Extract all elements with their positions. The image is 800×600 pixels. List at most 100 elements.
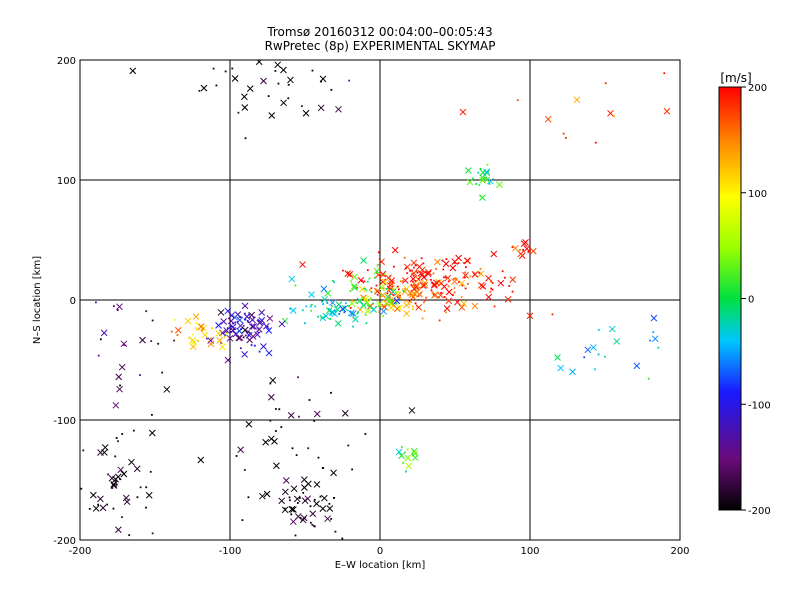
data-point-dot	[443, 296, 446, 298]
data-point-dot	[479, 268, 482, 270]
data-point-cross	[351, 284, 358, 292]
data-point-dot	[366, 269, 369, 272]
data-point-cross	[608, 325, 616, 333]
data-point-dot	[423, 309, 426, 312]
data-point-dot	[331, 305, 333, 307]
data-point-cross	[114, 473, 122, 481]
data-point-dot	[401, 280, 404, 282]
data-point-cross	[357, 276, 365, 284]
data-point-dot	[466, 282, 469, 285]
data-point-cross	[431, 291, 439, 299]
data-point-cross	[415, 304, 423, 311]
data-point-dot	[301, 105, 303, 108]
data-point-dot	[443, 276, 445, 279]
data-point-dot	[402, 462, 405, 464]
data-point-dot	[597, 328, 600, 331]
data-point-cross	[300, 484, 308, 491]
data-point-cross	[401, 277, 409, 284]
data-point-dot	[508, 285, 511, 287]
data-point-cross	[227, 317, 235, 325]
data-point-cross	[260, 77, 267, 85]
data-point-cross	[282, 477, 290, 484]
data-point-dot	[310, 303, 313, 306]
data-point-cross	[313, 481, 321, 488]
data-point-cross	[463, 257, 471, 265]
data-point-dot	[326, 301, 329, 304]
data-point-cross	[362, 295, 370, 303]
data-point-dot	[288, 496, 291, 499]
data-point-cross	[290, 506, 297, 513]
data-point-cross	[241, 326, 249, 334]
data-point-dot	[370, 297, 372, 299]
data-point-cross	[330, 469, 337, 477]
data-point-dot	[322, 467, 325, 469]
data-point-cross	[329, 299, 336, 307]
data-point-cross	[237, 446, 245, 454]
data-point-cross	[379, 291, 387, 299]
data-point-dot	[363, 280, 366, 283]
data-point-dot	[330, 517, 333, 520]
data-point-dot	[121, 433, 124, 435]
data-point-cross	[216, 337, 224, 344]
data-point-dot	[307, 447, 310, 450]
data-point-cross	[466, 178, 474, 186]
data-point-dot	[393, 265, 395, 268]
data-point-dot	[399, 280, 402, 283]
data-point-cross	[218, 343, 226, 351]
data-point-dot	[244, 137, 247, 140]
data-point-dot	[412, 274, 415, 277]
data-point-dot	[388, 296, 391, 299]
data-point-dot	[313, 498, 316, 501]
data-point-dot	[411, 305, 414, 308]
data-point-cross	[479, 174, 487, 181]
data-point-dot	[389, 303, 392, 306]
data-point-dot	[136, 496, 139, 499]
data-point-dot	[445, 258, 448, 261]
data-point-dot	[527, 250, 530, 253]
data-point-cross	[358, 285, 366, 293]
data-point-cross	[281, 506, 289, 514]
data-point-dot	[364, 433, 367, 435]
data-point-dot	[454, 277, 457, 280]
data-point-cross	[379, 270, 387, 278]
data-point-cross	[529, 247, 537, 255]
data-point-dot	[377, 251, 380, 254]
data-point-dot	[243, 469, 246, 471]
data-point-dot	[241, 519, 244, 521]
x-tick-label: -200	[69, 546, 92, 557]
data-point-cross	[348, 300, 356, 307]
data-point-cross	[363, 299, 371, 307]
data-point-dot	[114, 455, 117, 458]
data-point-dot	[257, 319, 260, 322]
data-point-cross	[437, 279, 445, 287]
data-point-dot	[351, 299, 354, 302]
data-point-dot	[378, 311, 381, 314]
data-point-dot	[332, 280, 334, 282]
data-point-cross	[262, 438, 270, 446]
data-point-cross	[268, 112, 276, 119]
data-point-dot	[197, 340, 199, 342]
data-point-dot	[405, 267, 407, 270]
data-point-dot	[327, 307, 330, 310]
data-point-cross	[408, 407, 416, 414]
data-point-dot	[334, 530, 337, 533]
data-point-cross	[573, 96, 581, 104]
data-point-cross	[92, 505, 100, 512]
data-point-cross	[458, 304, 466, 311]
data-point-dot	[343, 311, 346, 314]
chart-title: Tromsø 20160312 00:04:00–00:05:43	[267, 25, 493, 39]
data-point-cross	[321, 296, 329, 303]
data-point-cross	[273, 462, 280, 470]
data-point-dot	[151, 413, 153, 416]
data-point-cross	[651, 335, 659, 343]
data-point-cross	[245, 420, 253, 428]
data-point-cross	[650, 314, 658, 322]
data-point-cross	[249, 333, 257, 340]
data-point-dot	[161, 371, 164, 374]
data-point-dot	[647, 377, 650, 380]
data-point-dot	[597, 353, 600, 356]
data-point-dot	[317, 456, 320, 459]
data-point-dot	[209, 337, 212, 340]
data-point-cross	[258, 309, 266, 316]
